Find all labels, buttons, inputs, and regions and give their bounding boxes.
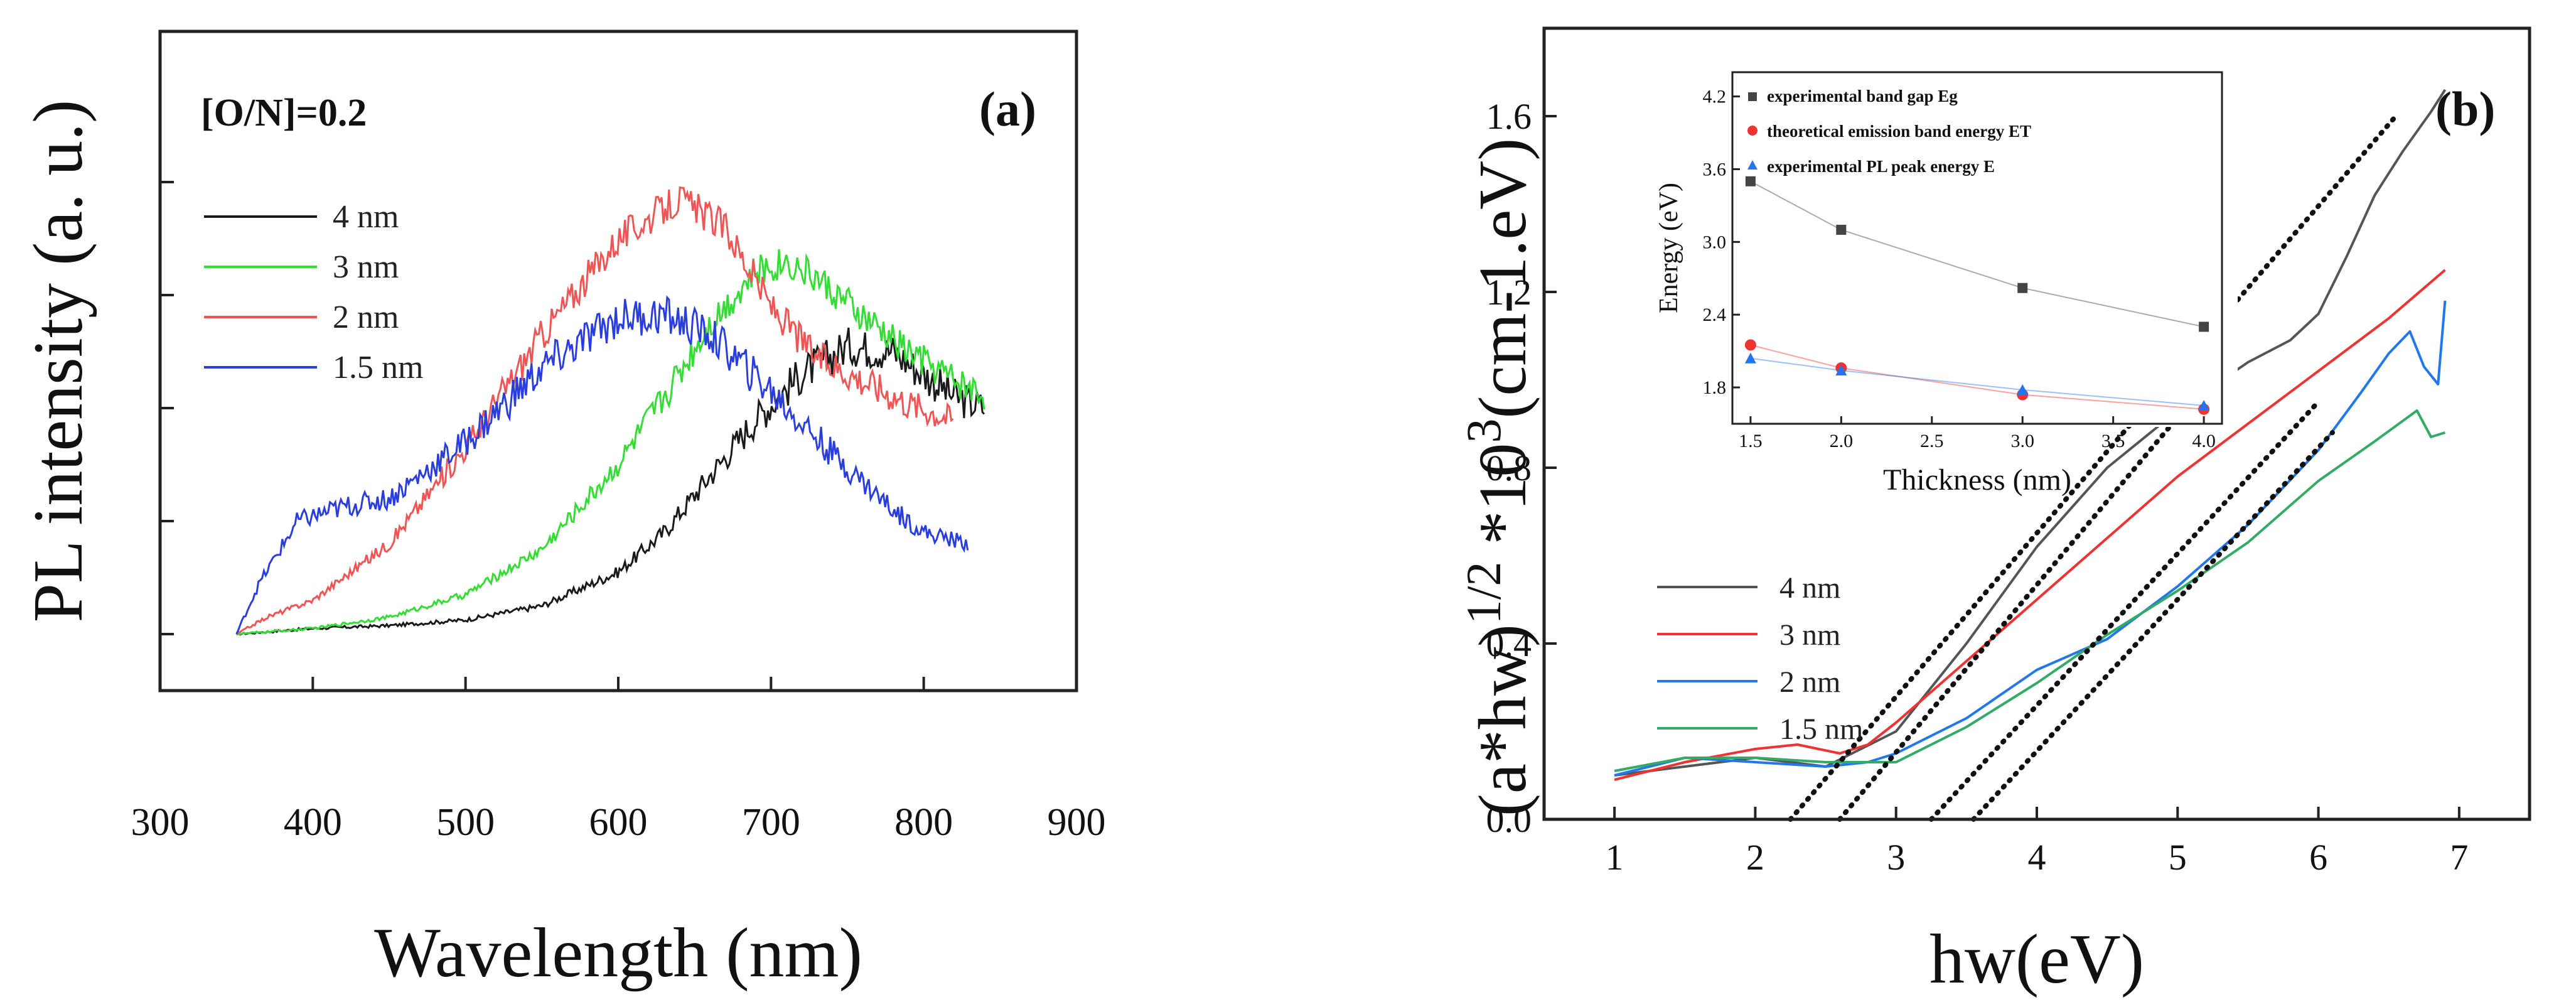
- panel-a-x-tick-label: 600: [589, 801, 648, 844]
- panel-a-label: (a): [979, 82, 1036, 136]
- panel-b: 1 2 3 4 5 6 7 0.0 0.4 0.8 1.2 1.6 (b) 4 nm 3 nm 2 …: [1456, 26, 2531, 998]
- panel-b-series-3nm: [1614, 269, 2446, 781]
- panel-b-x-axis-label: hw(eV): [1929, 920, 2144, 998]
- panel-a-legend: 4 nm 3 nm 2 nm 1.5 nm: [204, 199, 423, 385]
- inset-series-line: [1750, 180, 2204, 328]
- panel-a-x-tick-label: 900: [1048, 801, 1106, 844]
- panel-a-series-4nm: [236, 327, 985, 636]
- panel-a-y-axis-label: PL intensity (a. u.): [19, 100, 97, 623]
- inset-y-ticks: 1.8 2.4 3.0 3.6 4.2: [1703, 87, 1740, 398]
- y-label-sup-2: 3: [1456, 419, 1511, 443]
- panel-b-y-tick-label: 1.2: [1486, 272, 1532, 313]
- panel-a: 300 400 500 600 700 800 900 [O/N]=0.2 (a) 4 nm…: [19, 30, 1106, 992]
- inset-x-ticks: 1.5 2.0 2.5 3.0 3.5 4.0: [1739, 416, 2216, 451]
- panel-a-annotation: [O/N]=0.2: [201, 92, 367, 134]
- inset-legend-label-e: experimental PL peak energy E: [1767, 157, 1995, 176]
- inset-legend-marker-et: [1747, 126, 1758, 136]
- panel-b-y-tick-label: 1.6: [1486, 96, 1532, 137]
- inset-legend-label-et: theoretical emission band energy ET: [1767, 122, 2031, 141]
- inset-y-tick-label: 1.8: [1703, 377, 1727, 398]
- inset-series-line: [1750, 357, 2204, 406]
- y-label-sup-1: 1/2: [1456, 562, 1511, 625]
- inset-y-tick-label: 3.0: [1703, 232, 1727, 252]
- panel-b-y-axis-label: (a*hw)1/2 *103(cm-1.eV): [1456, 138, 1540, 816]
- inset-point-square: [1836, 225, 1847, 235]
- y-label-unit: (cm-1.eV): [1466, 138, 1540, 419]
- inset-point-triangle: [1744, 352, 1756, 364]
- inset-x-tick-label: 4.0: [2192, 431, 2216, 451]
- panel-b-tangent-line-2: [1837, 373, 2216, 822]
- panel-b-tangent-line-4: [1971, 430, 2335, 822]
- legend-label-3nm-b: 3 nm: [1779, 618, 1840, 652]
- panel-b-x-tick-label: 2: [1746, 837, 1764, 878]
- inset-point-triangle: [2198, 400, 2210, 411]
- y-label-mid: *10: [1466, 443, 1540, 562]
- panel-a-x-tick-label: 700: [742, 801, 800, 844]
- legend-label-3nm: 3 nm: [333, 249, 399, 285]
- panel-b-tangent-line-3: [1928, 399, 2321, 822]
- panel-a-x-tick-label: 500: [436, 801, 495, 844]
- y-label-main: (a*hw): [1466, 624, 1540, 816]
- panel-b-x-tick-label: 5: [2169, 837, 2187, 878]
- inset-y-tick-label: 4.2: [1703, 87, 1727, 107]
- panel-b-x-tick-label: 3: [1887, 837, 1905, 878]
- inset-frame: [1731, 71, 2223, 425]
- panel-b-x-tick-label: 6: [2309, 837, 2327, 878]
- inset-point-circle: [1744, 339, 1756, 351]
- panel-b-x-tick-label: 4: [2028, 837, 2046, 878]
- inset-legend-marker-e: [1747, 160, 1758, 170]
- legend-label-1-5nm-b: 1.5 nm: [1779, 713, 1863, 746]
- panel-b-legend: 4 nm 3 nm 2 nm 1.5 nm: [1657, 571, 1863, 746]
- panel-a-x-tick-label: 400: [284, 801, 342, 844]
- inset-point-triangle: [2017, 384, 2029, 395]
- panel-a-x-axis-label: Wavelength (nm): [374, 914, 862, 992]
- panel-b-y-tick-label: 0.4: [1486, 623, 1532, 664]
- inset-x-tick-label: 3.0: [2010, 431, 2034, 451]
- panel-a-y-ticks: [160, 181, 174, 635]
- inset-point-square: [2017, 283, 2028, 293]
- panel-a-series-1-5nm: [235, 295, 969, 635]
- inset-point-square: [1745, 176, 1756, 186]
- panel-a-series-3nm: [236, 249, 985, 636]
- panel-b-y-tick-label: 0.8: [1486, 448, 1532, 488]
- legend-label-4nm-b: 4 nm: [1779, 571, 1840, 605]
- inset-series-line: [1750, 344, 2204, 410]
- inset-x-axis-label: Thickness (nm): [1883, 463, 2071, 497]
- legend-label-2nm-b: 2 nm: [1779, 665, 1840, 699]
- panel-b-series-1-5nm: [1614, 409, 2445, 772]
- panel-b-y-tick-label: 0.0: [1486, 799, 1532, 840]
- panel-a-x-tick-label: 800: [894, 801, 953, 844]
- inset-x-tick-label: 2.5: [1920, 431, 1944, 451]
- panel-b-y-ticks: 0.0 0.4 0.8 1.2 1.6: [1486, 96, 1557, 840]
- inset-y-axis-label: Energy (eV): [1655, 183, 1683, 313]
- panel-b-tangent-line-1: [1788, 114, 2398, 822]
- inset-point-square: [2199, 321, 2209, 332]
- inset-x-tick-label: 1.5: [1739, 431, 1763, 451]
- legend-label-1-5nm: 1.5 nm: [333, 350, 423, 385]
- panel-a-x-ticks: 300 400 500 600 700 800 900: [131, 677, 1106, 844]
- legend-label-2nm: 2 nm: [333, 299, 399, 335]
- panel-b-x-tick-label: 1: [1606, 837, 1624, 878]
- inset-legend-label-eg: experimental band gap Eg: [1767, 87, 1958, 105]
- panel-a-series-2nm: [235, 186, 954, 635]
- panel-b-label: (b): [2435, 82, 2495, 136]
- inset-x-tick-label: 3.5: [2101, 431, 2125, 451]
- panel-a-plot-content: [235, 186, 985, 636]
- panel-b-x-ticks: 1 2 3 4 5 6 7: [1606, 807, 2468, 878]
- legend-label-4nm: 4 nm: [333, 199, 399, 235]
- inset-x-tick-label: 2.0: [1830, 431, 1854, 451]
- inset-background: [1698, 69, 2238, 427]
- inset-point-triangle: [1835, 365, 1847, 376]
- inset-chart: 1.5 2.0 2.5 3.0 3.5 4.0 1.8 2.4 3.0 3.6 4.2 exper…: [1655, 69, 2238, 497]
- inset-plot-content: [1744, 176, 2210, 415]
- inset-legend: experimental band gap Eg theoretical emi…: [1747, 87, 2031, 176]
- panel-a-x-tick-label: 300: [131, 801, 190, 844]
- inset-y-tick-label: 2.4: [1703, 304, 1727, 325]
- inset-y-tick-label: 3.6: [1703, 159, 1727, 180]
- inset-legend-marker-eg: [1748, 92, 1757, 101]
- panel-b-x-tick-label: 7: [2450, 837, 2468, 878]
